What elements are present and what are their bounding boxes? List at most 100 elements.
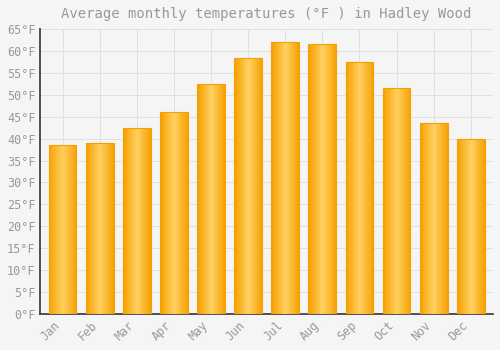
Bar [248, 57, 249, 314]
Bar [362, 62, 363, 314]
Bar [58, 145, 59, 314]
Bar [400, 88, 401, 314]
Bar [422, 123, 424, 314]
Bar [360, 62, 362, 314]
Bar [170, 112, 171, 314]
Bar [474, 139, 476, 314]
Bar [173, 112, 174, 314]
Bar [214, 84, 216, 314]
Bar [479, 139, 480, 314]
Bar [96, 143, 97, 314]
Bar [429, 123, 430, 314]
Bar [50, 145, 51, 314]
Bar [146, 128, 147, 314]
Bar [332, 44, 334, 314]
Bar [358, 62, 360, 314]
Bar [242, 57, 244, 314]
Bar [124, 128, 126, 314]
Title: Average monthly temperatures (°F ) in Hadley Wood: Average monthly temperatures (°F ) in Ha… [62, 7, 472, 21]
Bar [97, 143, 98, 314]
Bar [198, 84, 199, 314]
Bar [314, 44, 315, 314]
Bar [168, 112, 170, 314]
Bar [90, 143, 92, 314]
Bar [420, 123, 448, 314]
Bar [164, 112, 166, 314]
Bar [206, 84, 208, 314]
Bar [126, 128, 128, 314]
Bar [237, 57, 238, 314]
Bar [136, 128, 137, 314]
Bar [69, 145, 70, 314]
Bar [476, 139, 478, 314]
Bar [420, 123, 422, 314]
Bar [278, 42, 280, 314]
Bar [272, 42, 299, 314]
Bar [351, 62, 352, 314]
Bar [182, 112, 183, 314]
Bar [470, 139, 471, 314]
Bar [202, 84, 203, 314]
Bar [329, 44, 330, 314]
Bar [327, 44, 328, 314]
Bar [393, 88, 394, 314]
Bar [316, 44, 317, 314]
Bar [95, 143, 96, 314]
Bar [209, 84, 210, 314]
Bar [324, 44, 325, 314]
Bar [249, 57, 250, 314]
Bar [162, 112, 163, 314]
Bar [272, 42, 273, 314]
Bar [472, 139, 474, 314]
Bar [234, 57, 262, 314]
Bar [326, 44, 327, 314]
Bar [276, 42, 277, 314]
Bar [384, 88, 386, 314]
Bar [223, 84, 224, 314]
Bar [213, 84, 214, 314]
Bar [275, 42, 276, 314]
Bar [52, 145, 54, 314]
Bar [133, 128, 134, 314]
Bar [310, 44, 311, 314]
Bar [59, 145, 60, 314]
Bar [467, 139, 468, 314]
Bar [287, 42, 288, 314]
Bar [406, 88, 407, 314]
Bar [110, 143, 111, 314]
Bar [56, 145, 57, 314]
Bar [457, 139, 484, 314]
Bar [364, 62, 365, 314]
Bar [330, 44, 332, 314]
Bar [441, 123, 442, 314]
Bar [222, 84, 223, 314]
Bar [94, 143, 95, 314]
Bar [312, 44, 313, 314]
Bar [186, 112, 187, 314]
Bar [224, 84, 225, 314]
Bar [130, 128, 131, 314]
Bar [93, 143, 94, 314]
Bar [446, 123, 448, 314]
Bar [428, 123, 429, 314]
Bar [382, 88, 384, 314]
Bar [404, 88, 405, 314]
Bar [440, 123, 441, 314]
Bar [183, 112, 184, 314]
Bar [92, 143, 93, 314]
Bar [439, 123, 440, 314]
Bar [134, 128, 135, 314]
Bar [353, 62, 354, 314]
Bar [315, 44, 316, 314]
Bar [370, 62, 372, 314]
Bar [386, 88, 388, 314]
Bar [431, 123, 432, 314]
Bar [407, 88, 408, 314]
Bar [296, 42, 298, 314]
Bar [135, 128, 136, 314]
Bar [128, 128, 130, 314]
Bar [308, 44, 310, 314]
Bar [137, 128, 138, 314]
Bar [73, 145, 74, 314]
Bar [356, 62, 358, 314]
